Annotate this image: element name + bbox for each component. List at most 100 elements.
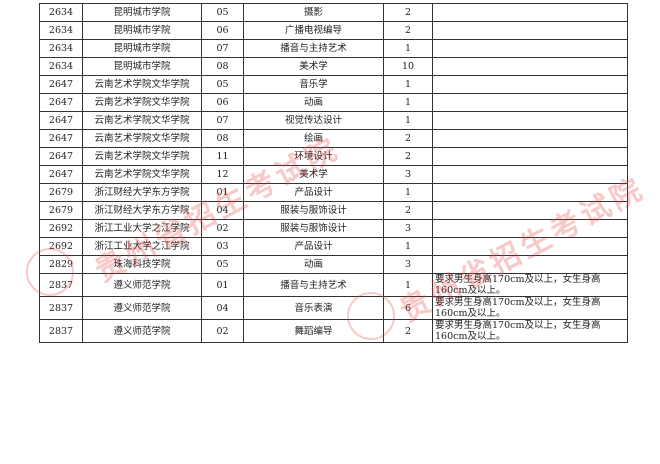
school-name-cell: 云南艺术学院文华学院 — [82, 75, 202, 94]
plan-count-cell: 1 — [383, 39, 433, 58]
major-code-cell: 01 — [201, 183, 244, 202]
major-name-cell: 动画 — [243, 93, 384, 112]
school-name-cell: 浙江工业大学之江学院 — [82, 219, 202, 238]
school-code-cell: 2634 — [39, 3, 83, 22]
major-code-cell: 05 — [201, 255, 244, 274]
plan-count-cell: 1 — [383, 183, 433, 202]
table-row: 2837 遵义师范学院 02 舞蹈编导 2 要求男生身高170cm及以上，女生身高160c… — [39, 319, 628, 343]
note-cell — [432, 201, 628, 220]
school-name-cell: 珠海科技学院 — [82, 255, 202, 274]
school-name-cell: 云南艺术学院文华学院 — [82, 93, 202, 112]
school-name-cell: 云南艺术学院文华学院 — [82, 129, 202, 148]
school-name-cell: 浙江财经大学东方学院 — [82, 201, 202, 220]
note-cell — [432, 165, 628, 184]
note-cell — [432, 111, 628, 130]
table-row: 2647 云南艺术学院文华学院 06 动画 1 — [39, 93, 628, 112]
major-code-cell: 03 — [201, 237, 244, 256]
school-name-cell: 浙江财经大学东方学院 — [82, 183, 202, 202]
note-cell — [432, 255, 628, 274]
note-cell: 要求男生身高170cm及以上，女生身高160cm及以上。 — [432, 296, 628, 320]
note-cell — [432, 93, 628, 112]
school-code-cell: 2837 — [39, 273, 83, 297]
major-name-cell: 服装与服饰设计 — [243, 219, 384, 238]
school-code-cell: 2837 — [39, 296, 83, 320]
major-code-cell: 02 — [201, 219, 244, 238]
table-row: 2634 昆明城市学院 07 播音与主持艺术 1 — [39, 39, 628, 58]
table-row: 2692 浙江工业大学之江学院 03 产品设计 1 — [39, 237, 628, 256]
school-code-cell: 2647 — [39, 93, 83, 112]
major-code-cell: 07 — [201, 39, 244, 58]
plan-count-cell: 2 — [383, 3, 433, 22]
major-name-cell: 视觉传达设计 — [243, 111, 384, 130]
major-code-cell: 04 — [201, 296, 244, 320]
plan-count-cell: 1 — [383, 93, 433, 112]
table-row: 2837 遵义师范学院 01 播音与主持艺术 1 要求男生身高170cm及以上，女生身高1… — [39, 273, 628, 297]
table-row: 2647 云南艺术学院文华学院 11 环境设计 2 — [39, 147, 628, 166]
major-code-cell: 06 — [201, 21, 244, 40]
major-name-cell: 环境设计 — [243, 147, 384, 166]
plan-count-cell: 3 — [383, 219, 433, 238]
school-code-cell: 2679 — [39, 201, 83, 220]
school-name-cell: 遵义师范学院 — [82, 296, 202, 320]
major-name-cell: 舞蹈编导 — [243, 319, 384, 343]
school-name-cell: 昆明城市学院 — [82, 39, 202, 58]
major-name-cell: 产品设计 — [243, 183, 384, 202]
major-code-cell: 06 — [201, 93, 244, 112]
major-name-cell: 产品设计 — [243, 237, 384, 256]
plan-count-cell: 3 — [383, 165, 433, 184]
plan-count-cell: 2 — [383, 147, 433, 166]
admission-table: 2634 昆明城市学院 05 摄影 2 2634 昆明城市学院 06 广播电视编导 2 2634 昆明… — [39, 3, 628, 343]
note-cell — [432, 57, 628, 76]
major-code-cell: 05 — [201, 75, 244, 94]
table-row: 2679 浙江财经大学东方学院 04 服装与服饰设计 2 — [39, 201, 628, 220]
note-cell — [432, 129, 628, 148]
school-name-cell: 云南艺术学院文华学院 — [82, 165, 202, 184]
major-name-cell: 摄影 — [243, 3, 384, 22]
school-code-cell: 2692 — [39, 237, 83, 256]
major-name-cell: 美术学 — [243, 165, 384, 184]
plan-count-cell: 2 — [383, 319, 433, 343]
major-code-cell: 01 — [201, 273, 244, 297]
major-name-cell: 音乐学 — [243, 75, 384, 94]
note-cell: 要求男生身高170cm及以上，女生身高160cm及以上。 — [432, 319, 628, 343]
major-code-cell: 12 — [201, 165, 244, 184]
major-name-cell: 服装与服饰设计 — [243, 201, 384, 220]
school-name-cell: 遵义师范学院 — [82, 273, 202, 297]
school-code-cell: 2647 — [39, 111, 83, 130]
note-cell — [432, 183, 628, 202]
table-row: 2647 云南艺术学院文华学院 05 音乐学 1 — [39, 75, 628, 94]
school-name-cell: 云南艺术学院文华学院 — [82, 111, 202, 130]
school-name-cell: 遵义师范学院 — [82, 319, 202, 343]
note-cell — [432, 39, 628, 58]
school-code-cell: 2692 — [39, 219, 83, 238]
note-cell: 要求男生身高170cm及以上，女生身高160cm及以上。 — [432, 273, 628, 297]
major-code-cell: 04 — [201, 201, 244, 220]
plan-count-cell: 1 — [383, 273, 433, 297]
major-code-cell: 07 — [201, 111, 244, 130]
table-row: 2634 昆明城市学院 06 广播电视编导 2 — [39, 21, 628, 40]
school-name-cell: 昆明城市学院 — [82, 3, 202, 22]
major-name-cell: 广播电视编导 — [243, 21, 384, 40]
major-name-cell: 绘画 — [243, 129, 384, 148]
school-code-cell: 2634 — [39, 39, 83, 58]
school-code-cell: 2829 — [39, 255, 83, 274]
plan-count-cell: 10 — [383, 57, 433, 76]
table-row: 2837 遵义师范学院 04 音乐表演 6 要求男生身高170cm及以上，女生身高160c… — [39, 296, 628, 320]
plan-count-cell: 2 — [383, 201, 433, 220]
table-row: 2634 昆明城市学院 08 美术学 10 — [39, 57, 628, 76]
major-name-cell: 播音与主持艺术 — [243, 273, 384, 297]
table-row: 2692 浙江工业大学之江学院 02 服装与服饰设计 3 — [39, 219, 628, 238]
plan-count-cell: 3 — [383, 255, 433, 274]
note-cell — [432, 21, 628, 40]
school-code-cell: 2679 — [39, 183, 83, 202]
table-row: 2634 昆明城市学院 05 摄影 2 — [39, 3, 628, 22]
major-code-cell: 11 — [201, 147, 244, 166]
school-code-cell: 2647 — [39, 165, 83, 184]
school-code-cell: 2647 — [39, 147, 83, 166]
major-code-cell: 08 — [201, 129, 244, 148]
major-name-cell: 美术学 — [243, 57, 384, 76]
major-name-cell: 音乐表演 — [243, 296, 384, 320]
school-code-cell: 2634 — [39, 57, 83, 76]
major-code-cell: 05 — [201, 3, 244, 22]
plan-count-cell: 1 — [383, 111, 433, 130]
